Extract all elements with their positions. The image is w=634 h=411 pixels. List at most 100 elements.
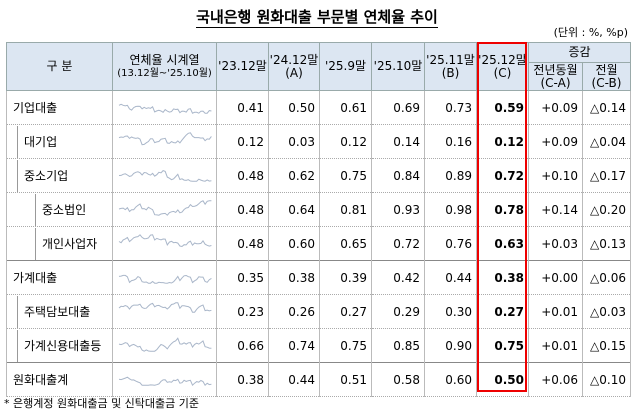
header-text: (13.12월~'25.10월) <box>117 67 212 79</box>
table-row: 중소법인 0.48 0.64 0.81 0.93 0.98 0.78 +0.14 △0.20 <box>6 192 631 227</box>
header-text: '25.11말 <box>426 52 475 67</box>
value-cell: 0.74 <box>268 328 320 363</box>
row-label: 가계신용대출등 <box>17 329 112 362</box>
header-text: 연체율 시계열 <box>129 52 200 67</box>
value-cell: △0.14 <box>582 90 631 125</box>
value-cell: 0.93 <box>371 192 425 227</box>
value-cell: 0.30 <box>424 294 477 329</box>
table-row: 가계신용대출등 0.66 0.74 0.75 0.85 0.90 0.75 +0.01 △0.1… <box>6 328 631 363</box>
value-cell: +0.01 <box>528 328 583 363</box>
header-cell: '25.11말 (B) <box>424 42 477 91</box>
value-cell: △0.15 <box>582 328 631 363</box>
value-cell: 0.03 <box>268 124 320 159</box>
title: 국내은행 원화대출 부문별 연체율 추이 <box>0 6 634 28</box>
value-cell: 0.76 <box>424 226 477 261</box>
header-text: (A) <box>285 65 303 80</box>
value-cell: 0.26 <box>268 294 320 329</box>
value-cell: 0.78 <box>476 192 529 227</box>
header-text: '23.12말 <box>218 59 267 73</box>
value-cell: 0.41 <box>216 90 269 125</box>
row-label-cell: 가계신용대출등 <box>6 328 113 363</box>
value-cell: 0.63 <box>476 226 529 261</box>
value-cell: 0.12 <box>319 124 372 159</box>
value-cell: 0.23 <box>216 294 269 329</box>
row-label-cell: 중소기업 <box>6 158 113 193</box>
value-cell: 0.50 <box>476 362 529 397</box>
value-cell: △0.17 <box>582 158 631 193</box>
value-cell: 0.62 <box>268 158 320 193</box>
sparkline <box>118 274 212 284</box>
row-label-cell: 원화대출계 <box>6 362 113 397</box>
sparkline-cell <box>112 192 217 227</box>
header-text: '25.10말 <box>373 59 423 73</box>
value-cell: +0.00 <box>528 260 583 295</box>
row-label-cell: 기업대출 <box>6 90 113 125</box>
row-label: 중소법인 <box>35 193 112 226</box>
header-cell: 증감 <box>528 42 631 63</box>
row-label-cell: 중소법인 <box>6 192 113 227</box>
row-label-cell: 가계대출 <box>6 260 113 295</box>
value-cell: +0.01 <box>528 294 583 329</box>
sparkline <box>118 337 212 352</box>
value-cell: +0.06 <box>528 362 583 397</box>
row-label: 대기업 <box>17 125 112 158</box>
header-text: '24.12말 <box>269 52 319 67</box>
value-cell: 0.14 <box>371 124 425 159</box>
value-cell: 0.39 <box>319 260 372 295</box>
sparkline-cell <box>112 124 217 159</box>
value-cell: △0.10 <box>582 362 631 397</box>
table-row: 주택담보대출 0.23 0.26 0.27 0.29 0.30 0.27 +0.01 △0.03 <box>6 294 631 329</box>
header-cell: 구 분 <box>6 42 113 91</box>
sparkline <box>118 200 212 216</box>
value-cell: 0.60 <box>424 362 477 397</box>
value-cell: △0.06 <box>582 260 631 295</box>
value-cell: 0.65 <box>319 226 372 261</box>
table-row: 가계대출 0.35 0.38 0.39 0.42 0.44 0.38 +0.00 △0.06 <box>6 260 631 295</box>
sparkline <box>118 103 212 114</box>
value-cell: 0.12 <box>476 124 529 159</box>
value-cell: 0.48 <box>216 158 269 193</box>
value-cell: 0.44 <box>424 260 477 295</box>
value-cell: 0.89 <box>424 158 477 193</box>
value-cell: 0.48 <box>216 226 269 261</box>
value-cell: +0.10 <box>528 158 583 193</box>
value-cell: 0.90 <box>424 328 477 363</box>
header-text: (C) <box>493 65 512 80</box>
value-cell: 0.73 <box>424 90 477 125</box>
header-cell: 연체율 시계열 (13.12월~'25.10월) <box>112 42 217 91</box>
header-cell: '23.12말 <box>216 42 269 91</box>
sparkline-cell <box>112 226 217 261</box>
value-cell: +0.14 <box>528 192 583 227</box>
value-cell: 0.81 <box>319 192 372 227</box>
value-cell: 0.35 <box>216 260 269 295</box>
value-cell: 0.38 <box>216 362 269 397</box>
header-text: (B) <box>441 65 460 80</box>
value-cell: 0.27 <box>319 294 372 329</box>
value-cell: 0.72 <box>476 158 529 193</box>
value-cell: 0.60 <box>268 226 320 261</box>
value-cell: △0.13 <box>582 226 631 261</box>
table-row: 대기업 0.12 0.03 0.12 0.14 0.16 0.12 +0.09 △0.04 <box>6 124 631 159</box>
header-cell: '25.10말 <box>371 42 425 91</box>
value-cell: 0.51 <box>319 362 372 397</box>
value-cell: 0.44 <box>268 362 320 397</box>
value-cell: +0.03 <box>528 226 583 261</box>
row-label: 주택담보대출 <box>17 295 112 328</box>
sparkline <box>118 376 212 387</box>
header-text: 구 분 <box>46 59 73 73</box>
row-label: 중소기업 <box>17 159 112 192</box>
header-cell: 전월 (C-B) <box>582 62 631 91</box>
sparkline-cell <box>112 260 217 295</box>
value-cell: +0.09 <box>528 90 583 125</box>
value-cell: 0.38 <box>268 260 320 295</box>
sparkline-cell <box>112 158 217 193</box>
sparkline-cell <box>112 328 217 363</box>
value-cell: 0.29 <box>371 294 425 329</box>
row-label: 기업대출 <box>13 100 58 115</box>
title-text: 국내은행 원화대출 부문별 연체율 추이 <box>196 8 438 28</box>
header-text: 증감 <box>568 45 591 59</box>
value-cell: 0.59 <box>476 90 529 125</box>
row-label-cell: 대기업 <box>6 124 113 159</box>
value-cell: 0.64 <box>268 192 320 227</box>
value-cell: 0.16 <box>424 124 477 159</box>
